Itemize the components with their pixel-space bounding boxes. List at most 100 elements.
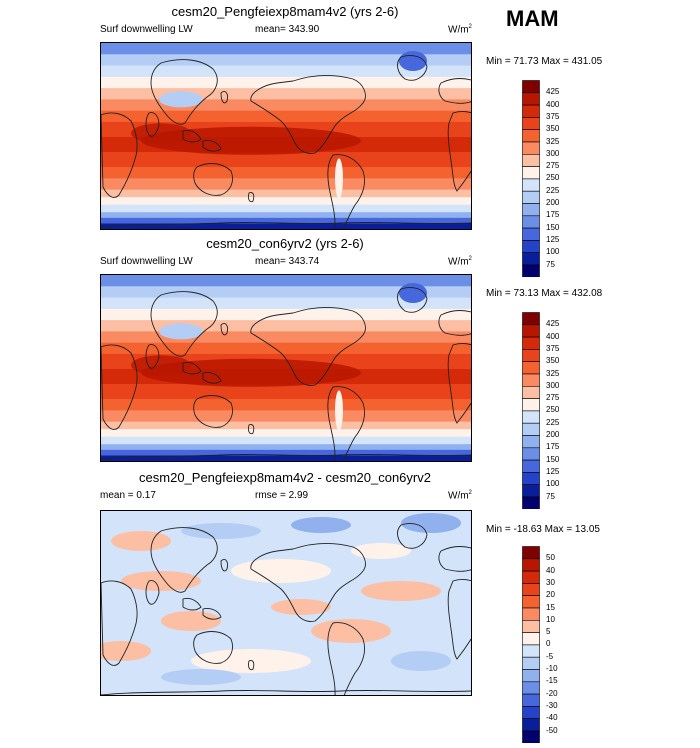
- panel-3-units: W/m2: [448, 490, 472, 501]
- panel-2-colorbar-box-12: [522, 447, 540, 461]
- panel-1-warm-spot: [131, 123, 191, 144]
- panel-2-colorbar-svg: [522, 312, 540, 510]
- panel-2-band-4: [101, 308, 471, 322]
- panel-1-title: cesm20_Pengfeiexp8mam4v2 (yrs 2-6): [171, 4, 399, 19]
- panel-1-colorbar-tick: 275: [546, 161, 560, 171]
- panel-2-band-12: [101, 410, 471, 423]
- panel-2-colorbar-tick: 225: [546, 417, 560, 427]
- panel-3-colorbar-box-12: [522, 681, 540, 695]
- panel-2-colorbar-box-11: [522, 435, 540, 449]
- panel-2-band-14: [101, 429, 471, 438]
- panel-3-colorbar-tick: 30: [546, 577, 555, 587]
- panel-2-andes-min: [335, 390, 343, 431]
- panel-2-colorbar-tick: 125: [546, 466, 560, 476]
- panel-1-colorbar-box-4: [522, 117, 540, 131]
- panel-2-band-11: [101, 399, 471, 412]
- panel-1-colorbar-box-13: [522, 227, 540, 241]
- panel-3-patch-13: [271, 599, 331, 615]
- panel-1-colorbar-box-8: [522, 166, 540, 180]
- panel-1-band-14: [101, 197, 471, 206]
- panel-1-colorbar-svg: [522, 80, 540, 278]
- panel-2-colorbar-box-13: [522, 459, 540, 473]
- panel-1-band-18: [101, 223, 471, 229]
- panel-2-colorbar-box-14: [522, 472, 540, 485]
- panel-2-colorbar-tick: 275: [546, 393, 560, 403]
- panel-2-minmax: Min = 73.13 Max = 432.08: [486, 288, 603, 299]
- panel-1-colorbar-tick: 250: [546, 173, 560, 183]
- panel-3-patch-9: [311, 619, 391, 643]
- panel-1-colorbar-box-9: [522, 178, 540, 192]
- panel-2-left-label: Surf downwelling LW: [100, 256, 193, 267]
- panel-1-colorbar-tick: 100: [546, 247, 560, 257]
- panel-2-colorbar-box-8: [522, 398, 540, 412]
- panel-1-colorbar-tick: 175: [546, 210, 560, 220]
- panel-3-patch-5: [121, 571, 201, 591]
- panel-1-colorbar-tick: 75: [546, 259, 555, 269]
- panel-3-minmax: Min = -18.63 Max = 13.05: [486, 524, 600, 535]
- panel-3-colorbar-box-13: [522, 693, 540, 707]
- panel-1-band-16: [101, 212, 471, 219]
- panel-2-map-svg: [101, 275, 471, 461]
- panel-1-andes-min: [335, 158, 343, 199]
- panel-3-colorbar-tick: 10: [546, 614, 555, 624]
- panel-1-band-2: [101, 54, 471, 67]
- panel-3-colorbar-tick: 15: [546, 602, 555, 612]
- panel-2-greenland-min: [399, 283, 427, 303]
- panel-2-plateau-min: [159, 323, 203, 340]
- panel-3-units-text: W/m: [448, 490, 469, 502]
- panel-2-colorbar-box-16: [522, 496, 540, 510]
- panel-2-band-10: [101, 384, 471, 401]
- panel-1-band-3: [101, 65, 471, 78]
- panel-1-colorbar-box-12: [522, 215, 540, 229]
- panel-1-colorbar-tick: 225: [546, 185, 560, 195]
- panel-3-colorbar-svg: [522, 546, 540, 744]
- panel-2-colorbar-box-9: [522, 410, 540, 424]
- panel-1-colorbar-box-1: [522, 80, 540, 94]
- panel-3-colorbar-tick: -10: [546, 664, 558, 673]
- panel-2-colorbar-tick: 300: [546, 380, 560, 390]
- panel-2-colorbar-tick: 250: [546, 405, 560, 415]
- panel-2-colorbar-tick: 175: [546, 442, 560, 452]
- panel-3-patch-3: [291, 517, 351, 533]
- panel-1-band-4: [101, 76, 471, 90]
- panel-3-colorbar-box-1: [522, 546, 540, 560]
- panel-1-colorbar-tick: 300: [546, 148, 560, 158]
- panel-3-patch-15: [351, 543, 411, 559]
- panel-1-greenland-min: [399, 51, 427, 71]
- panel-2-band-18: [101, 455, 471, 461]
- panel-1-colorbar-box-10: [522, 190, 540, 204]
- panel-2-units: W/m2: [448, 256, 472, 267]
- panel-1-colorbar-tick: 375: [546, 111, 560, 121]
- panel-2-colorbar-tick: 100: [546, 479, 560, 489]
- panel-3-colorbar-tick: -40: [546, 713, 558, 723]
- panel-1-colorbar-tick: 200: [546, 198, 560, 207]
- panel-2-map: [100, 274, 472, 462]
- panel-2-band-1: [101, 275, 471, 288]
- panel-2-colorbar-tick: 200: [546, 430, 560, 439]
- panel-1-colorbar-tick: 125: [546, 234, 560, 244]
- panel-1-colorbar-box-6: [522, 141, 540, 155]
- panel-1-band-11: [101, 167, 471, 180]
- panel-1-colorbar-box-7: [522, 154, 540, 167]
- panel-2-band-2: [101, 286, 471, 299]
- panel-3-colorbar-tick: -5: [546, 651, 554, 661]
- panel-3-colorbar: [522, 546, 540, 744]
- panel-3-colorbar-box-2: [522, 558, 540, 572]
- panel-3-colorbar-box-15: [522, 718, 540, 732]
- panel-3-colorbar-box-8: [522, 632, 540, 646]
- panel-1-band-7: [101, 110, 471, 123]
- panel-3-colorbar-box-5: [522, 595, 540, 609]
- panel-2-colorbar-tick: 325: [546, 368, 560, 378]
- panel-2-band-7: [101, 342, 471, 355]
- panel-2-colorbar-tick: 150: [546, 454, 560, 464]
- panel-2-colorbar-tick: 350: [546, 356, 560, 366]
- panel-3-colorbar-box-7: [522, 620, 540, 633]
- panel-1-units: W/m2: [448, 24, 472, 35]
- panel-2-band-5: [101, 320, 471, 333]
- panel-3-colorbar-box-11: [522, 669, 540, 683]
- panel-2-colorbar: [522, 312, 540, 510]
- panel-3-patch-10: [191, 649, 311, 673]
- panel-3-colorbar-tick: -30: [546, 700, 558, 710]
- panel-1-colorbar-tick: 325: [546, 136, 560, 146]
- panel-3-patch-1: [111, 531, 171, 551]
